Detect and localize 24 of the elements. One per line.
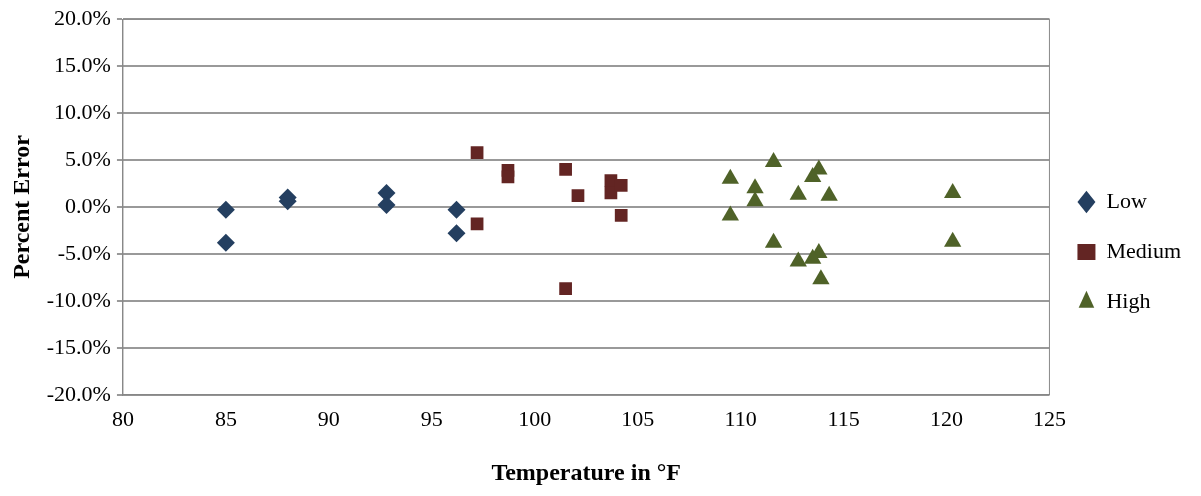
y-tick-label: -10.0%	[46, 286, 111, 312]
y-tick-label: 15.0%	[54, 51, 111, 77]
x-tick-label: 105	[621, 405, 655, 431]
y-tick-label: 0.0%	[65, 192, 111, 218]
x-tick-label: 95	[420, 405, 443, 431]
x-tick-label: 100	[518, 405, 552, 431]
y-tick-label: 5.0%	[65, 145, 111, 171]
x-tick-label: 110	[724, 405, 757, 431]
x-tick-label: 120	[930, 405, 964, 431]
y-tick-label: -20.0%	[46, 380, 111, 406]
legend-label: Medium	[1106, 237, 1182, 263]
x-tick-label: 85	[214, 405, 237, 431]
y-tick-label: 10.0%	[54, 98, 111, 124]
x-tick-label: 90	[317, 405, 340, 431]
x-tick-label: 80	[111, 405, 134, 431]
x-axis-title: Temperature in °F	[491, 458, 681, 485]
y-tick-label: 20.0%	[54, 4, 111, 30]
y-tick-label: -5.0%	[57, 239, 111, 265]
y-axis-title: Percent Error	[7, 134, 34, 279]
legend-label: High	[1106, 287, 1151, 313]
y-tick-label: -15.0%	[46, 333, 111, 359]
x-tick-label: 115	[827, 405, 860, 431]
x-tick-label: 125	[1032, 405, 1066, 431]
legend-label: Low	[1106, 187, 1147, 213]
